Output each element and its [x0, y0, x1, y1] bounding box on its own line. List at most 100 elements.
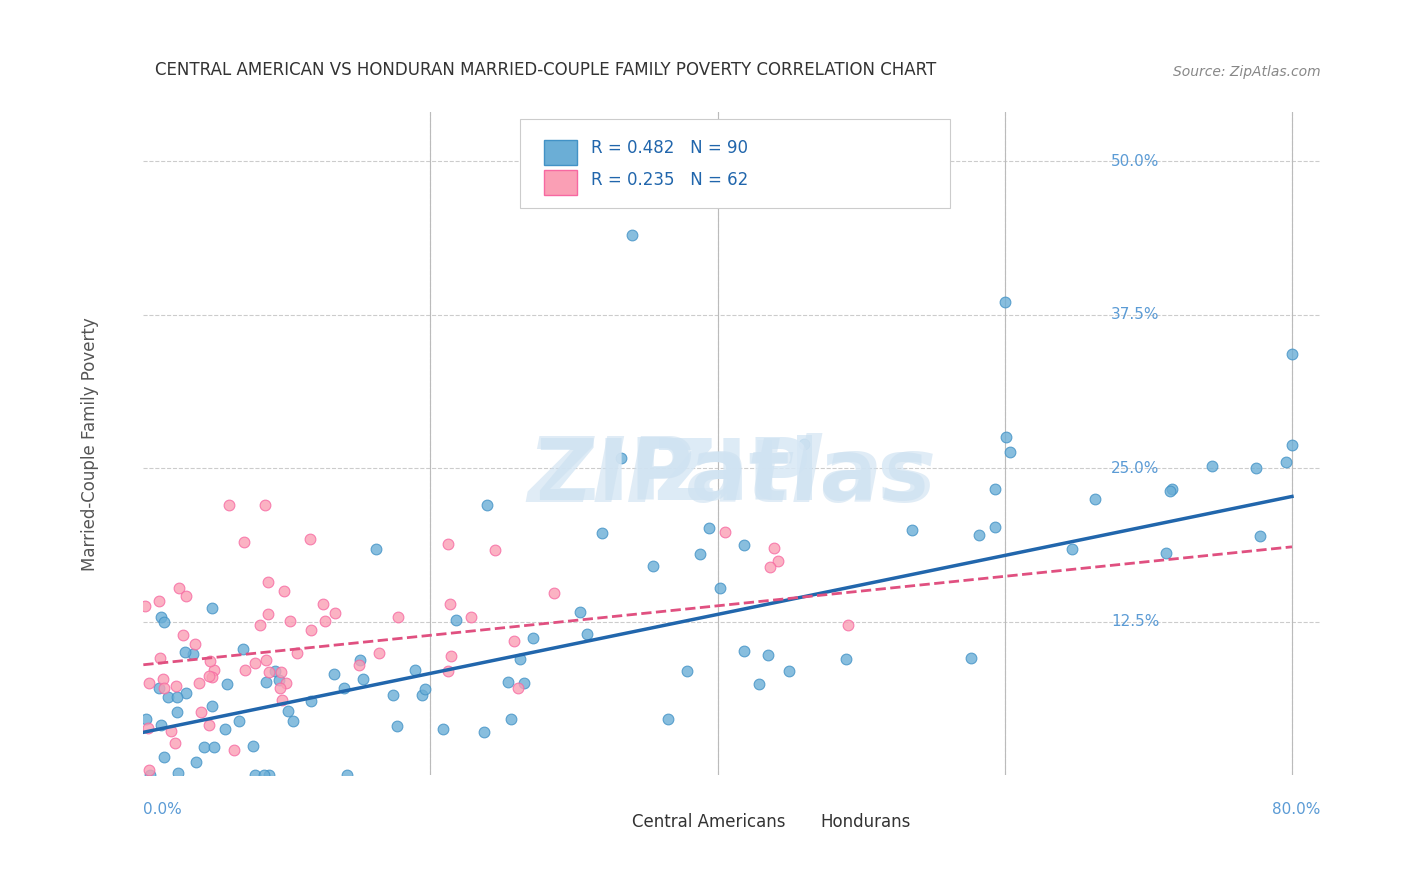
Point [274, 676, 297, 690]
FancyBboxPatch shape [544, 140, 576, 165]
Point [256, 574, 278, 589]
Point [901, 523, 924, 537]
Point [298, 533, 321, 547]
Point [501, 712, 523, 726]
Point [278, 615, 301, 629]
Point [153, 681, 176, 696]
Point [676, 665, 699, 679]
Point [184, 756, 207, 770]
Point [349, 653, 371, 667]
Point [233, 664, 256, 678]
Text: CENTRAL AMERICAN VS HONDURAN MARRIED-COUPLE FAMILY POVERTY CORRELATION CHART: CENTRAL AMERICAN VS HONDURAN MARRIED-COU… [155, 61, 936, 78]
Point [733, 643, 755, 657]
Point [243, 768, 266, 782]
Point [620, 227, 643, 242]
Point [150, 718, 173, 732]
Point [299, 623, 322, 637]
Text: Source: ZipAtlas.com: Source: ZipAtlas.com [1173, 65, 1320, 78]
Point [969, 528, 991, 542]
Point [432, 722, 454, 736]
Point [484, 543, 506, 558]
Point [149, 651, 172, 665]
Text: R = 0.235   N = 62: R = 0.235 N = 62 [591, 170, 748, 188]
Point [436, 664, 458, 678]
Text: Hondurans: Hondurans [820, 813, 911, 830]
Point [984, 482, 1007, 496]
Point [273, 583, 295, 598]
Point [1275, 455, 1298, 469]
Point [134, 599, 156, 613]
Point [150, 609, 173, 624]
Point [176, 685, 198, 699]
Point [202, 739, 225, 754]
Point [439, 648, 461, 663]
Point [513, 676, 536, 690]
Point [762, 541, 785, 555]
Point [1154, 546, 1177, 560]
Point [475, 498, 498, 512]
Point [138, 675, 160, 690]
Point [217, 677, 239, 691]
Point [994, 295, 1017, 310]
Point [181, 647, 204, 661]
Point [153, 615, 176, 629]
Point [837, 617, 859, 632]
Point [214, 722, 236, 736]
Point [264, 664, 287, 678]
Point [576, 626, 599, 640]
FancyBboxPatch shape [520, 119, 950, 208]
Point [1249, 529, 1271, 543]
Point [281, 714, 304, 728]
Point [509, 651, 531, 665]
Point [257, 665, 280, 679]
Point [404, 663, 426, 677]
Point [152, 672, 174, 686]
Point [156, 690, 179, 704]
Point [139, 768, 162, 782]
Point [793, 436, 815, 450]
Point [439, 597, 461, 611]
Point [748, 676, 770, 690]
Point [285, 646, 308, 660]
Point [1060, 542, 1083, 557]
Point [1160, 483, 1182, 497]
Point [277, 704, 299, 718]
Point [543, 586, 565, 600]
Point [312, 597, 335, 611]
Point [709, 581, 731, 595]
Text: 80.0%: 80.0% [1272, 802, 1320, 817]
Point [165, 679, 187, 693]
Point [257, 607, 280, 622]
Point [766, 553, 789, 567]
Point [347, 657, 370, 672]
Point [994, 430, 1017, 444]
Point [254, 675, 277, 690]
Point [249, 618, 271, 632]
Point [502, 633, 524, 648]
Point [437, 537, 460, 551]
Point [498, 675, 520, 690]
Point [387, 719, 409, 733]
Point [172, 627, 194, 641]
Point [269, 673, 291, 687]
Point [983, 519, 1005, 533]
Point [243, 656, 266, 670]
Point [352, 672, 374, 686]
Point [253, 768, 276, 782]
Point [201, 698, 224, 713]
FancyBboxPatch shape [591, 811, 626, 831]
Point [332, 681, 354, 696]
Point [336, 768, 359, 782]
Point [167, 766, 190, 780]
Point [568, 606, 591, 620]
Text: ZIP: ZIP [654, 435, 811, 518]
Point [1244, 461, 1267, 475]
Point [657, 712, 679, 726]
Text: ZIPatlas: ZIPatlas [527, 433, 936, 521]
Point [460, 609, 482, 624]
Point [197, 717, 219, 731]
Point [1281, 347, 1303, 361]
Text: Central Americans: Central Americans [631, 813, 786, 830]
Point [270, 665, 292, 679]
Point [188, 676, 211, 690]
